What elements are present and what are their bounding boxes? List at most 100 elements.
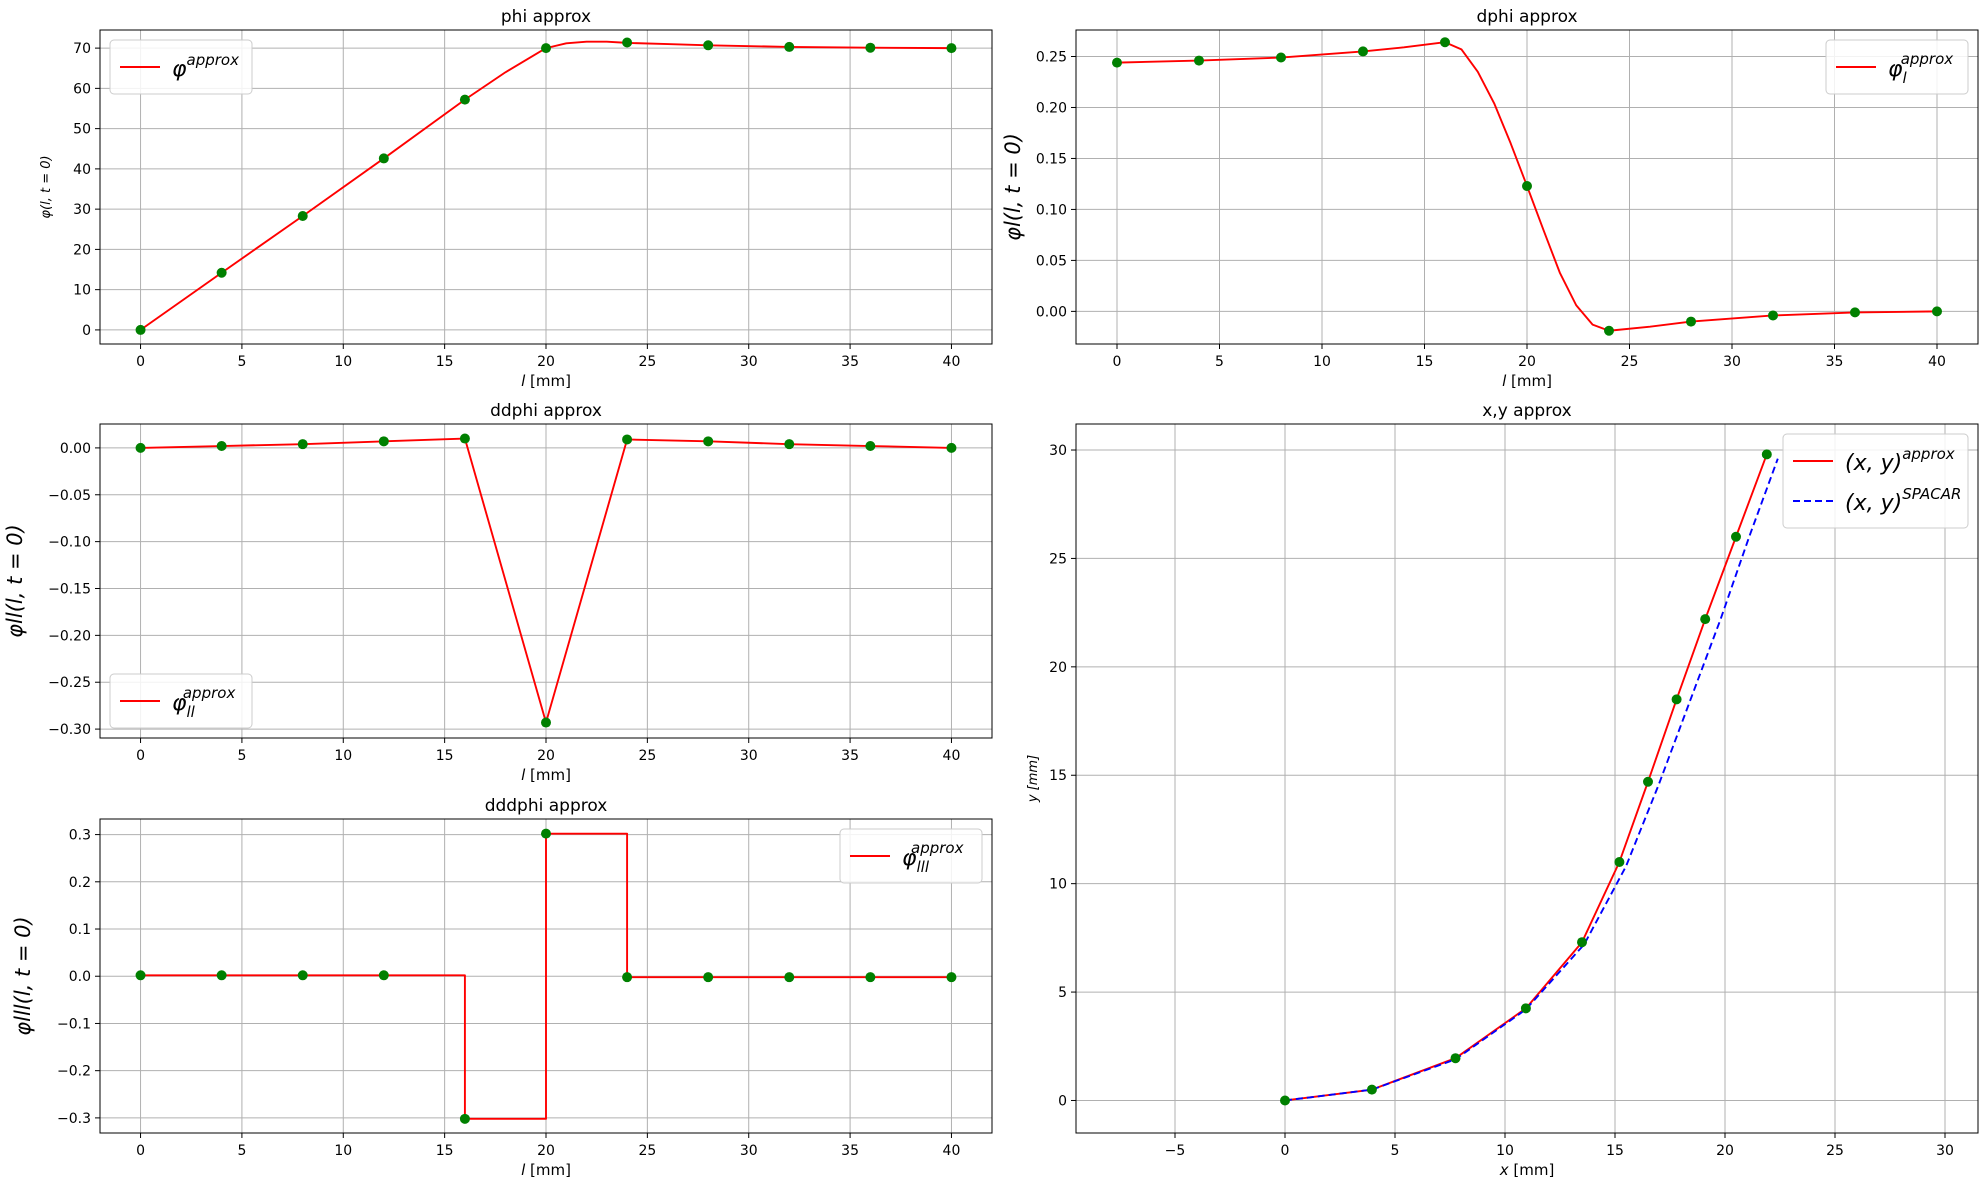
phi-subplot: 0 5 10 15 20 25 30 35 40 0 10 20 30 40 50 60 70 phi appro… <box>39 7 993 390</box>
y-tick-label: 0.2 <box>69 875 91 891</box>
data-point <box>703 972 714 983</box>
data-point <box>865 441 876 452</box>
data-point <box>1643 776 1653 787</box>
data-point <box>1850 307 1860 318</box>
data-point <box>297 970 308 981</box>
data-point <box>622 37 633 48</box>
x-tick-label: 25 <box>638 748 656 764</box>
phi-x-axis-label: l [mm] <box>521 372 571 390</box>
dddphi-y-axis-label: φlll(l, t = 0) <box>11 916 35 1035</box>
legend-symbol: (x, y) <box>1845 451 1902 476</box>
data-point <box>135 324 146 335</box>
legend-symbol: (x, y) <box>1845 491 1902 516</box>
dddphi-axes-frame <box>99 818 993 1134</box>
data-point <box>784 972 795 983</box>
x-axis-var: x <box>1499 1161 1509 1179</box>
ddphi-x-axis-label: l [mm] <box>521 766 571 784</box>
data-point <box>1440 37 1450 48</box>
x-tick-label: 30 <box>1723 354 1741 370</box>
data-point <box>784 439 795 450</box>
dphi-x-axis-label: l [mm] <box>1502 372 1552 390</box>
dddphi-series-line <box>140 832 952 1120</box>
legend-box <box>109 673 253 729</box>
x-tick-label: 5 <box>1215 354 1224 370</box>
x-tick-label: 40 <box>943 748 961 764</box>
x-tick-label: 5 <box>237 748 246 764</box>
data-point <box>865 972 876 983</box>
legend-symbol: φ <box>172 57 187 82</box>
y-tick-label: 10 <box>1049 877 1067 893</box>
data-point <box>865 42 876 53</box>
data-point <box>541 43 551 54</box>
y-tick-label: 30 <box>1049 443 1067 459</box>
y-tick-label: −0.1 <box>57 1016 91 1032</box>
x-tick-label: 35 <box>841 1143 859 1159</box>
legend-subscript: lll <box>917 858 930 876</box>
xy-grid <box>1076 424 1978 1133</box>
x-tick-label: 15 <box>1416 354 1434 370</box>
x-tick-label: 10 <box>334 1143 352 1159</box>
xy-legend: (x, y)approx(x, y)SPACAR <box>1782 433 1969 529</box>
y-tick-label: 0 <box>82 323 91 339</box>
ddphi-subplot: 0 5 10 15 20 25 30 35 40 0.00 −0.05 −0.10 −0.15 −0.20… <box>3 401 993 784</box>
x-axis-unit: [mm] <box>1506 372 1552 390</box>
dddphi-subplot: 0 5 10 15 20 25 30 35 40 −0.3 −0.2 −0.1 0.0 0.1 0.2 0.3… <box>11 796 993 1179</box>
data-point <box>378 436 389 447</box>
xy-points <box>1280 449 1772 1106</box>
x-tick-label: 40 <box>943 1143 961 1159</box>
x-tick-label: 10 <box>1496 1143 1514 1159</box>
x-tick-label: 10 <box>334 354 352 370</box>
xy-axes-frame <box>1075 423 1979 1134</box>
dphi-title: dphi approx <box>1476 7 1577 27</box>
xy-series-line <box>1284 458 1779 1102</box>
legend-label: (x, y)approx <box>1845 445 1955 476</box>
y-tick-label: 0 <box>1058 1093 1067 1109</box>
y-tick-label: 0.15 <box>1036 151 1067 167</box>
legend-subscript: l <box>1903 69 1908 87</box>
data-point <box>1280 1095 1290 1106</box>
x-tick-label: 35 <box>841 748 859 764</box>
x-tick-label: 15 <box>1606 1143 1624 1159</box>
phi-points <box>135 37 957 335</box>
phi-axes-frame <box>99 29 993 345</box>
y-tick-label: 20 <box>1049 660 1067 676</box>
data-point <box>1671 694 1682 705</box>
data-point <box>946 972 957 983</box>
legend-superscript: SPACAR <box>1902 485 1961 503</box>
data-point <box>459 433 470 444</box>
x-tick-label: 35 <box>1826 354 1844 370</box>
x-tick-label: 25 <box>638 1143 656 1159</box>
x-tick-label: 20 <box>537 1143 555 1159</box>
xy-x-axis-label: x [mm] <box>1499 1161 1555 1179</box>
legend-label: φapprox <box>172 51 239 82</box>
phi-title: phi approx <box>501 7 591 27</box>
x-tick-label: 20 <box>1716 1143 1734 1159</box>
y-tick-label: 20 <box>73 242 91 258</box>
legend-label: φlapprox <box>1888 50 1953 87</box>
x-tick-label: 30 <box>740 354 758 370</box>
legend-box <box>1782 433 1969 529</box>
y-tick-label: −0.25 <box>48 675 91 691</box>
data-point <box>135 970 146 981</box>
x-tick-label: 0 <box>136 748 145 764</box>
data-point <box>1366 1084 1377 1095</box>
ddphi-y-axis-label: φll(l, t = 0) <box>3 524 27 638</box>
phi-series-line <box>140 40 952 331</box>
ddphi-grid <box>100 424 992 738</box>
data-point <box>1358 46 1368 57</box>
x-axis-var: l <box>521 1161 526 1179</box>
data-point <box>1614 856 1625 867</box>
data-point <box>216 441 227 452</box>
data-point <box>1276 52 1286 63</box>
y-tick-label: 0.25 <box>1036 50 1067 66</box>
data-point <box>1700 614 1711 625</box>
data-point <box>946 442 957 453</box>
data-point <box>1112 57 1122 68</box>
y-tick-label: 60 <box>73 81 91 97</box>
data-point <box>1577 937 1587 948</box>
data-point <box>378 153 389 164</box>
x-axis-unit: [mm] <box>525 1161 571 1179</box>
x-tick-label: 40 <box>943 354 961 370</box>
legend-subscript: ll <box>187 703 196 721</box>
x-axis-var: l <box>521 766 526 784</box>
